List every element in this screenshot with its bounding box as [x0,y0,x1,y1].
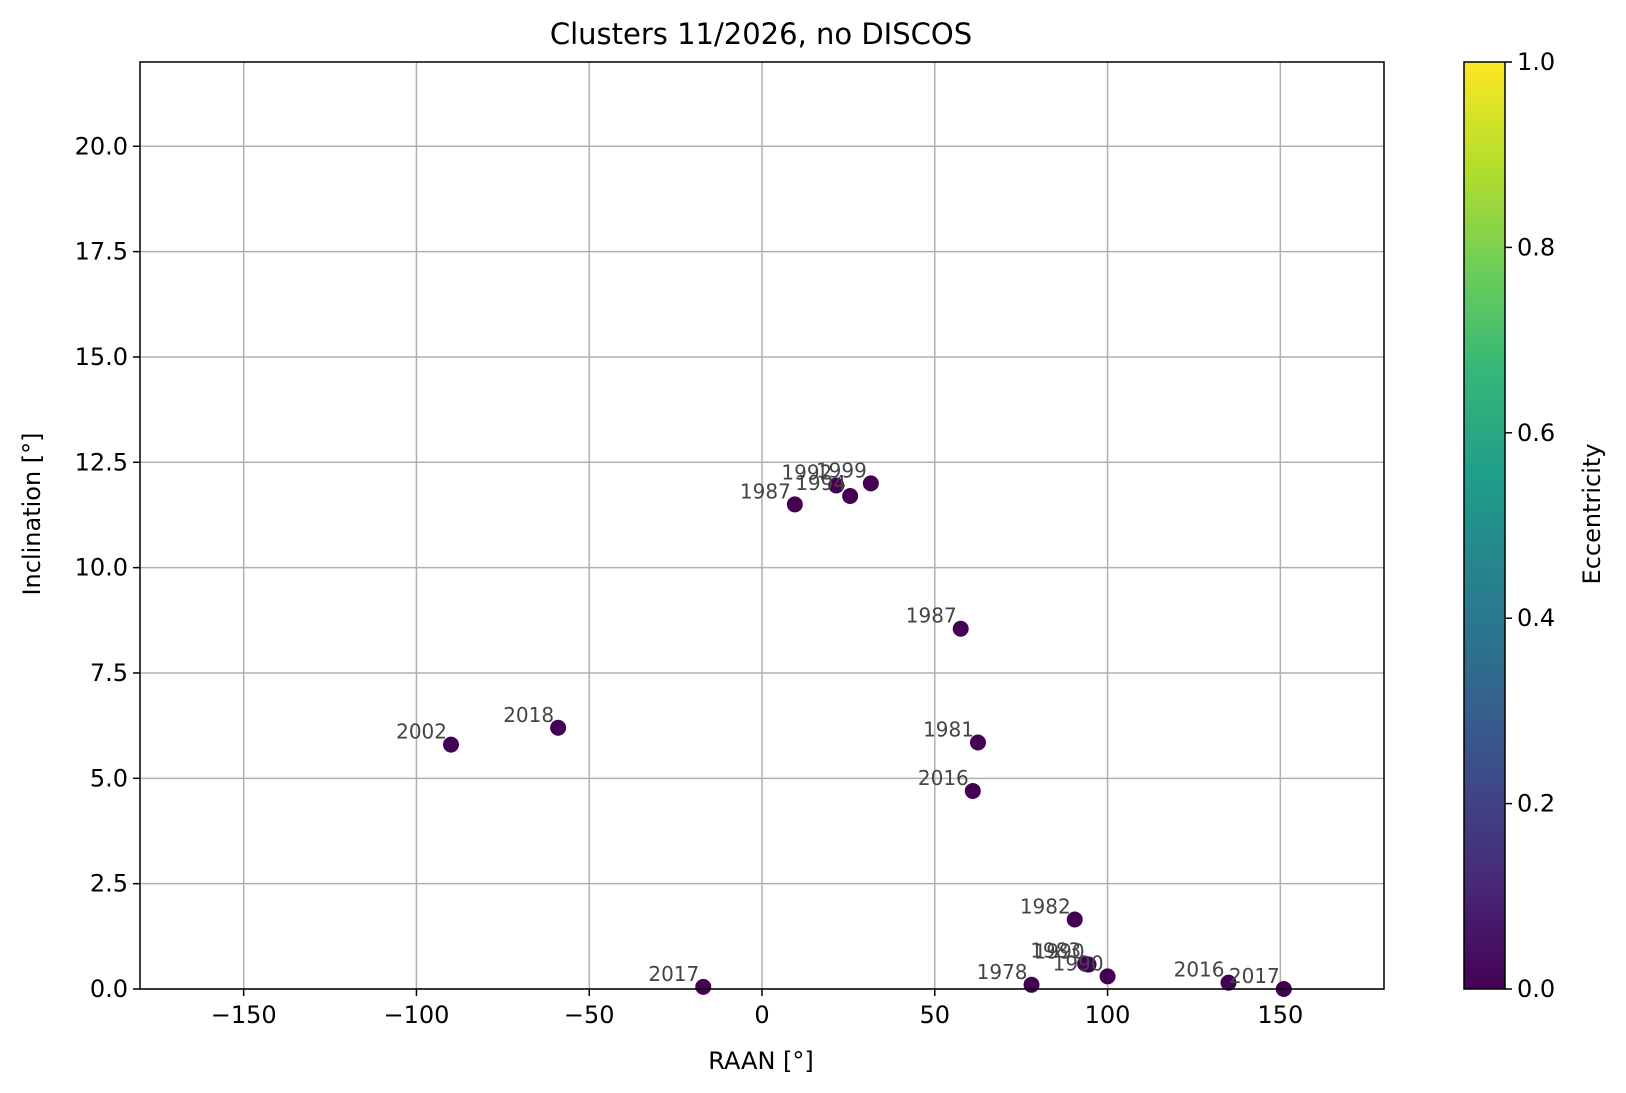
data-point [1066,911,1083,928]
y-tick-label: 17.5 [75,238,128,266]
x-tick-label: −100 [383,1001,449,1029]
x-tick-label: 100 [1085,1001,1131,1029]
x-tick-label: 50 [920,1001,951,1029]
data-point [969,734,986,751]
point-label: 2016 [1174,958,1225,982]
data-point [964,782,981,799]
point-label: 1983 [1030,939,1081,963]
data-point [952,620,969,637]
point-label: 1990 [1053,951,1104,975]
y-tick-label: 7.5 [90,659,128,687]
colorbar-tick-label: 0.4 [1517,604,1555,632]
y-tick-label: 20.0 [75,132,128,160]
x-axis-label: RAAN [°] [708,1047,814,1075]
y-tick-label: 15.0 [75,343,128,371]
data-point [1220,974,1237,991]
colorbar-tick-label: 0.8 [1517,233,1555,261]
grid-lines [140,62,1384,990]
point-label: 2002 [396,720,447,744]
data-point [1099,968,1116,985]
colorbar-tick-label: 0.6 [1517,419,1555,447]
point-label: 1987 [906,604,957,628]
data-point [842,488,859,505]
point-label: 2017 [648,962,699,986]
point-label: 2016 [918,766,969,790]
colorbar-tick-label: 0.2 [1517,790,1555,818]
colorbar-ticks: 0.0 0.2 0.4 0.6 0.8 1.0 [1505,48,1555,1003]
x-tick-label: 0 [754,1001,769,1029]
point-label: 1994 [795,471,846,495]
x-tick-label: 150 [1257,1001,1303,1029]
plot-frame [139,61,1385,990]
y-tick-label: 2.5 [90,870,128,898]
y-axis-ticks: 0.0 2.5 5.0 7.5 10.0 12.5 15.0 17.5 20.0 [75,132,140,1003]
colorbar-tick-label: 0.0 [1517,975,1555,1003]
y-tick-label: 12.5 [75,448,128,476]
point-label: 1999 [816,458,867,482]
point-labels: 2002201820171987199219941999198719812016… [396,458,1280,988]
data-point [443,736,459,753]
y-axis-label: Inclination [°] [18,432,46,595]
data-point [862,475,879,492]
y-tick-label: 5.0 [90,764,128,792]
data-point [786,496,803,513]
y-tick-label: 0.0 [90,975,128,1003]
colorbar-label: Eccentricity [1578,444,1606,585]
data-point [828,477,845,494]
x-tick-label: −150 [211,1001,277,1029]
y-tick-label: 10.0 [75,554,128,582]
point-label: 2017 [1229,964,1280,988]
point-label: 1990 [1034,940,1085,964]
point-label: 1982 [1020,894,1071,918]
data-points [443,475,1292,997]
point-label: 1981 [923,718,974,742]
point-label: 1992 [781,460,832,484]
data-point [695,978,712,995]
point-label: 1978 [977,960,1028,984]
x-axis-ticks: −150 −100 −50 0 50 100 150 [211,989,1303,1029]
chart-title: Clusters 11/2026, no DISCOS [550,17,972,51]
point-label: 1987 [740,479,791,503]
point-label: 2018 [503,703,554,727]
colorbar [1463,61,1506,990]
colorbar-tick-label: 1.0 [1517,48,1555,76]
x-tick-label: −50 [564,1001,615,1029]
data-point [550,719,567,736]
data-point [1080,956,1097,973]
